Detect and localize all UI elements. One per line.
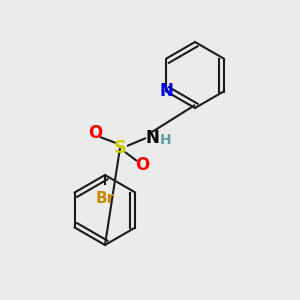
Text: O: O [135,156,149,174]
Text: N: N [160,82,173,100]
Text: O: O [88,124,102,142]
Text: Br: Br [95,191,115,206]
Text: H: H [160,133,172,147]
Text: S: S [113,139,127,157]
Text: N: N [145,129,159,147]
